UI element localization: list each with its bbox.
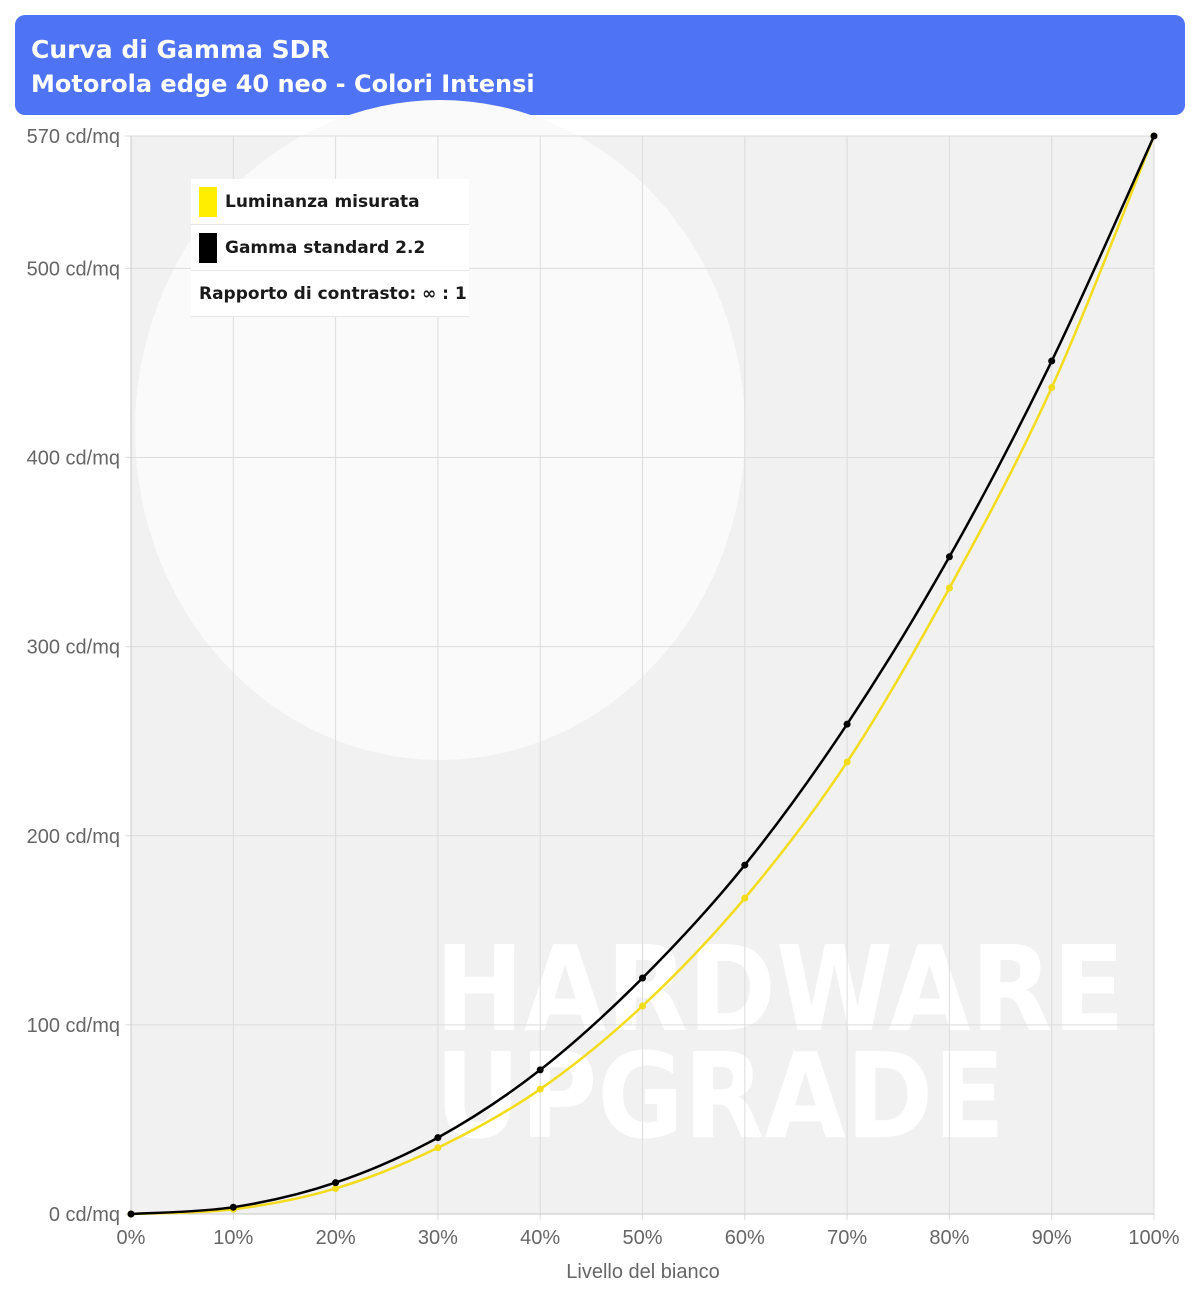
x-tick-label: 90% [1032,1227,1072,1249]
data-point-measured [332,1184,340,1192]
y-tick-label: 570 cd/mq [27,126,120,148]
data-point-standard [945,553,953,561]
y-tick-label: 400 cd/mq [27,448,120,470]
x-tick-label: 30% [418,1227,458,1249]
x-tick-label: 50% [622,1227,662,1249]
data-point-standard [332,1179,340,1187]
watermark: HARDWARE UPGRADE [435,920,1125,1165]
data-point-measured [434,1144,442,1152]
x-tick-label: 40% [520,1227,560,1249]
data-point-standard [434,1134,442,1142]
data-point-standard [639,974,646,982]
x-tick-label: 70% [827,1227,867,1249]
data-point-standard [229,1203,237,1211]
y-tick-label: 300 cd/mq [27,637,120,659]
data-point-standard [127,1210,135,1218]
chart-subtitle: Motorola edge 40 neo - Colori Intensi [31,70,535,98]
y-tick-label: 100 cd/mq [27,1015,120,1037]
x-tick-label: 10% [213,1227,253,1249]
y-tick-label: 0 cd/mq [49,1204,120,1226]
data-point-standard [843,720,851,728]
data-point-standard [1150,132,1158,140]
contrast-ratio-label: Rapporto di contrasto: ∞ : 1 [199,283,467,304]
legend-item-measured[interactable]: Luminanza misurata [191,179,469,225]
legend-label-measured: Luminanza misurata [225,191,420,212]
data-point-measured [741,894,749,902]
axis-ticks: 0% 10% 20% 30% 40% 50% 60% 70% 80% 90% 100% 0 cd/mq… [27,126,1180,1249]
watermark-line-1: HARDWARE [435,920,1125,1058]
series [127,132,1158,1218]
x-tick-label: 60% [725,1227,765,1249]
legend-item-standard[interactable]: Gamma standard 2.2 [191,225,469,271]
data-point-measured [1048,384,1056,392]
data-point-measured [536,1085,544,1093]
x-tick-label: 100% [1128,1227,1179,1249]
watermark-line-2: UPGRADE [435,1027,1005,1165]
data-point-standard [1048,357,1056,365]
legend: Luminanza misurata Gamma standard 2.2 Ra… [191,179,469,317]
legend-swatch-measured [199,186,217,217]
y-tick-label: 200 cd/mq [27,826,120,848]
legend-contrast-ratio: Rapporto di contrasto: ∞ : 1 [191,271,469,317]
data-point-standard [536,1066,544,1074]
data-point-measured [639,1002,646,1010]
legend-label-standard: Gamma standard 2.2 [225,237,426,258]
x-tick-label: 0% [117,1227,146,1249]
y-tick-label: 500 cd/mq [27,258,120,280]
chart-title: Curva di Gamma SDR [31,35,330,64]
x-tick-label: 80% [929,1227,969,1249]
x-axis-title: Livello del bianco [566,1261,719,1283]
legend-swatch-standard [199,232,217,263]
chart-header: Curva di Gamma SDR Motorola edge 40 neo … [15,15,1185,115]
data-point-measured [843,758,851,766]
data-point-standard [741,861,749,869]
x-tick-label: 20% [316,1227,356,1249]
data-point-measured [945,584,953,592]
